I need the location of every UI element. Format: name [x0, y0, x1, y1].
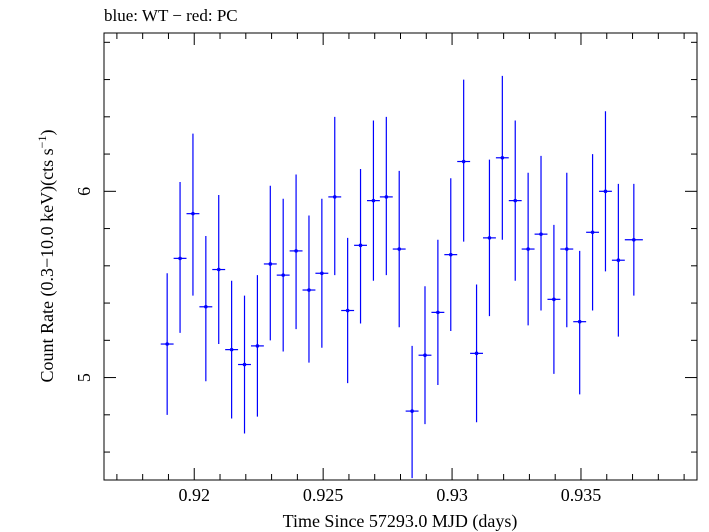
x-tick-label: 0.935 — [561, 485, 602, 505]
x-tick-label: 0.93 — [436, 485, 468, 505]
y-axis-label-main: Count Rate (0.3−10.0 keV)(cts s — [37, 148, 58, 382]
point-marker — [320, 271, 324, 276]
point-marker — [371, 198, 376, 203]
y-axis-tick-labels: 56 — [74, 187, 94, 382]
point-marker — [603, 189, 608, 194]
data-point — [470, 284, 484, 423]
data-point — [225, 280, 239, 419]
point-marker — [178, 256, 182, 261]
data-points — [160, 75, 643, 479]
data-point — [444, 178, 458, 331]
y-axis-ticks — [104, 41, 697, 453]
point-marker — [268, 262, 273, 266]
data-point — [521, 172, 535, 326]
point-marker — [539, 232, 543, 236]
point-marker — [255, 344, 260, 348]
point-marker — [500, 155, 505, 160]
point-marker — [436, 310, 440, 315]
data-point — [354, 168, 367, 324]
point-marker — [552, 297, 556, 302]
data-point — [250, 275, 264, 417]
point-marker — [229, 347, 234, 352]
y-axis-label: Count Rate (0.3−10.0 keV)(cts s−1) — [35, 130, 58, 383]
data-point — [431, 239, 445, 386]
point-marker — [423, 353, 427, 358]
data-point — [392, 170, 406, 328]
data-point — [289, 174, 303, 330]
data-point — [611, 183, 625, 337]
data-point — [586, 154, 600, 311]
point-marker — [191, 211, 195, 216]
data-point — [302, 215, 316, 363]
point-marker — [165, 342, 169, 346]
data-point — [599, 111, 612, 272]
x-axis-ticks — [116, 33, 685, 480]
point-marker — [204, 304, 208, 309]
data-point — [315, 198, 329, 348]
data-point — [366, 120, 380, 281]
data-point — [379, 116, 393, 276]
data-point — [573, 250, 587, 395]
point-marker — [474, 351, 479, 356]
x-axis-label: Time Since 57293.0 MJD (days) — [283, 511, 518, 532]
y-tick-label: 6 — [74, 187, 94, 196]
data-point — [276, 198, 290, 352]
data-point — [534, 155, 548, 311]
data-point — [173, 182, 187, 333]
data-point — [328, 116, 342, 276]
data-point — [160, 273, 174, 415]
point-marker — [294, 249, 298, 253]
point-marker — [384, 195, 389, 199]
chart-title: blue: WT − red: PC — [104, 6, 238, 25]
data-point — [212, 195, 226, 345]
point-marker — [307, 288, 311, 292]
y-axis-label-superscript: −1 — [35, 136, 49, 149]
point-marker — [332, 195, 337, 199]
point-marker — [281, 273, 285, 277]
data-point — [508, 120, 522, 281]
point-marker — [242, 362, 247, 367]
point-marker — [513, 198, 518, 203]
data-point — [457, 79, 471, 242]
point-marker — [410, 409, 414, 413]
y-tick-label: 5 — [74, 373, 94, 382]
point-marker — [358, 243, 363, 248]
x-tick-label: 0.925 — [303, 485, 344, 505]
point-marker — [461, 159, 466, 164]
data-point — [418, 286, 432, 425]
point-marker — [216, 267, 221, 272]
point-marker — [448, 252, 453, 257]
point-marker — [632, 237, 636, 242]
data-point — [405, 345, 419, 479]
data-point — [238, 295, 251, 434]
data-point — [186, 133, 200, 296]
point-marker — [345, 308, 350, 313]
point-marker — [564, 247, 569, 251]
point-marker — [577, 319, 582, 324]
data-point — [547, 224, 561, 374]
data-point — [495, 75, 509, 240]
x-tick-label: 0.92 — [178, 485, 210, 505]
point-marker — [590, 230, 595, 235]
data-point — [199, 236, 213, 382]
point-marker — [397, 247, 402, 251]
data-point — [483, 159, 496, 317]
data-point — [624, 183, 643, 296]
point-marker — [487, 236, 492, 240]
point-marker — [616, 258, 621, 263]
data-point — [263, 185, 277, 341]
y-axis-label-end: ) — [37, 130, 58, 136]
data-point — [560, 172, 574, 328]
point-marker — [526, 247, 530, 251]
x-axis-tick-labels: 0.92 0.925 0.93 0.935 — [178, 485, 601, 505]
data-point — [341, 237, 355, 384]
